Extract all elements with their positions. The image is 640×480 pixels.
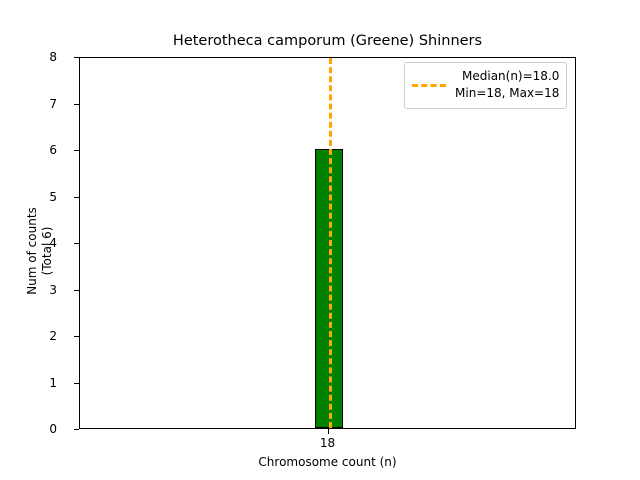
- y-tick-label: 1: [49, 375, 57, 390]
- legend-item: Median(n)=18.0 Min=18, Max=18: [412, 68, 559, 102]
- y-tick-mark: [74, 243, 79, 244]
- median-line: [328, 58, 332, 428]
- legend-item-texts: Median(n)=18.0 Min=18, Max=18: [455, 68, 559, 102]
- y-tick-mark: [74, 103, 79, 105]
- legend: Median(n)=18.0 Min=18, Max=18: [404, 62, 568, 109]
- plot-area: [79, 57, 576, 429]
- y-tick-mark: [74, 429, 79, 430]
- y-tick-label: 4: [49, 236, 57, 250]
- legend-label-median: Median(n)=18.0: [462, 69, 560, 83]
- y-tick-mark: [74, 336, 79, 337]
- y-tick-mark: [74, 382, 79, 384]
- x-tick-label: 18: [319, 436, 336, 450]
- y-tick-mark: [74, 57, 79, 58]
- bars-layer: [80, 58, 575, 428]
- x-axis-label: Chromosome count (n): [258, 455, 397, 469]
- x-tick-mark: [327, 429, 329, 434]
- y-axis-label: Num of counts (Total 6): [25, 207, 54, 295]
- y-tick-label: 8: [49, 50, 57, 64]
- y-tick-label: 3: [49, 282, 57, 297]
- y-tick-mark: [74, 196, 79, 198]
- y-tick-mark: [74, 289, 79, 291]
- dashed-line-icon: [412, 83, 446, 87]
- chart-title: Heterotheca camporum (Greene) Shinners: [172, 33, 483, 49]
- y-tick-label: 2: [49, 329, 57, 343]
- y-tick-mark: [74, 150, 79, 151]
- y-tick-label: 6: [49, 143, 57, 157]
- y-tick-label: 5: [49, 189, 57, 204]
- y-tick-label: 0: [49, 422, 57, 436]
- legend-label-minmax: Min=18, Max=18: [455, 86, 560, 100]
- y-tick-label: 7: [49, 96, 57, 111]
